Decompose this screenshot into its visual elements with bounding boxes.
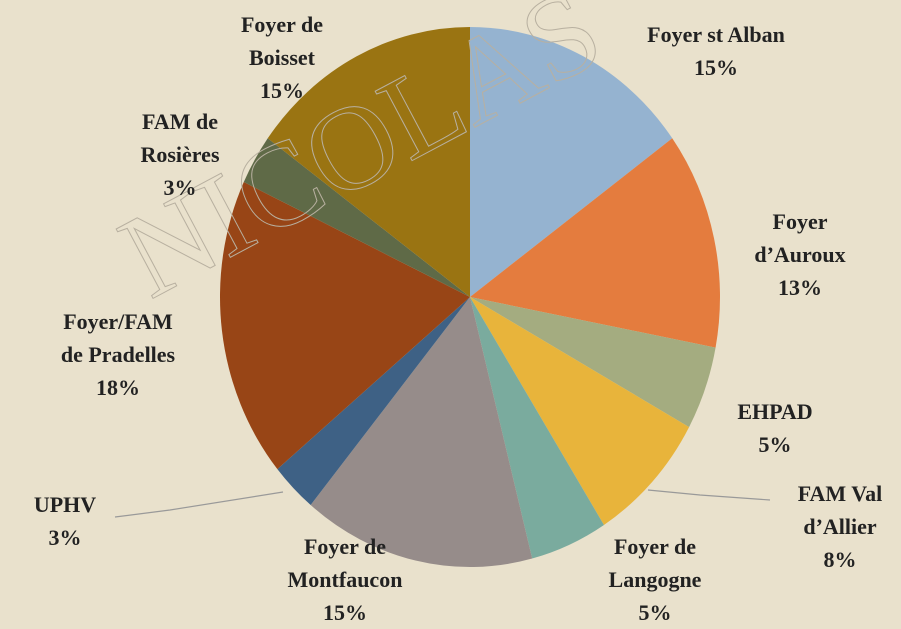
value-label: 13%	[778, 275, 822, 300]
slice	[470, 27, 673, 297]
slice	[470, 297, 604, 559]
slice	[470, 138, 720, 348]
category-label: Foyer d’Auroux	[754, 209, 846, 267]
slice-label: Foyer de Langogne 5%	[590, 530, 720, 629]
category-label: UPHV	[33, 492, 97, 517]
category-label: Foyer de Montfaucon	[287, 534, 403, 592]
slice	[310, 297, 533, 567]
slice-label: Foyer st Alban 15%	[596, 18, 836, 84]
category-label: Foyer st Alban	[647, 22, 785, 47]
slice-label: EHPAD 5%	[725, 395, 825, 461]
category-label: EHPAD	[737, 399, 813, 424]
slice-label: UPHV 3%	[15, 488, 115, 554]
category-label: Foyer/FAM de Pradelles	[60, 309, 176, 367]
category-label: FAM de Rosières	[140, 109, 220, 167]
slice	[277, 297, 470, 506]
slice	[470, 297, 716, 428]
slice	[220, 182, 470, 470]
leader-line	[114, 491, 284, 518]
leader-line	[647, 489, 771, 501]
value-label: 3%	[163, 175, 197, 200]
value-label: 3%	[48, 525, 82, 550]
value-label: 5%	[758, 432, 792, 457]
slice-label: Foyer de Boisset 15%	[227, 8, 337, 107]
category-label: Foyer de Langogne	[608, 534, 702, 592]
slice-label: FAM de Rosières 3%	[120, 105, 240, 204]
value-label: 5%	[638, 600, 672, 625]
value-label: 15%	[694, 55, 738, 80]
category-label: FAM Val d’Allier	[797, 481, 883, 539]
slice-label: Foyer d’Auroux 13%	[745, 205, 855, 304]
slice-label: Foyer de Montfaucon 15%	[255, 530, 435, 629]
value-label: 8%	[823, 547, 857, 572]
value-label: 15%	[260, 78, 304, 103]
slice-label: Foyer/FAM de Pradelles 18%	[51, 305, 186, 404]
slice	[470, 297, 690, 525]
slice	[243, 138, 470, 297]
slice-label: FAM Val d’Allier 8%	[780, 477, 900, 576]
value-label: 15%	[323, 600, 367, 625]
slice	[267, 27, 470, 297]
value-label: 18%	[96, 375, 140, 400]
slices	[220, 27, 720, 567]
category-label: Foyer de Boisset	[240, 12, 324, 70]
